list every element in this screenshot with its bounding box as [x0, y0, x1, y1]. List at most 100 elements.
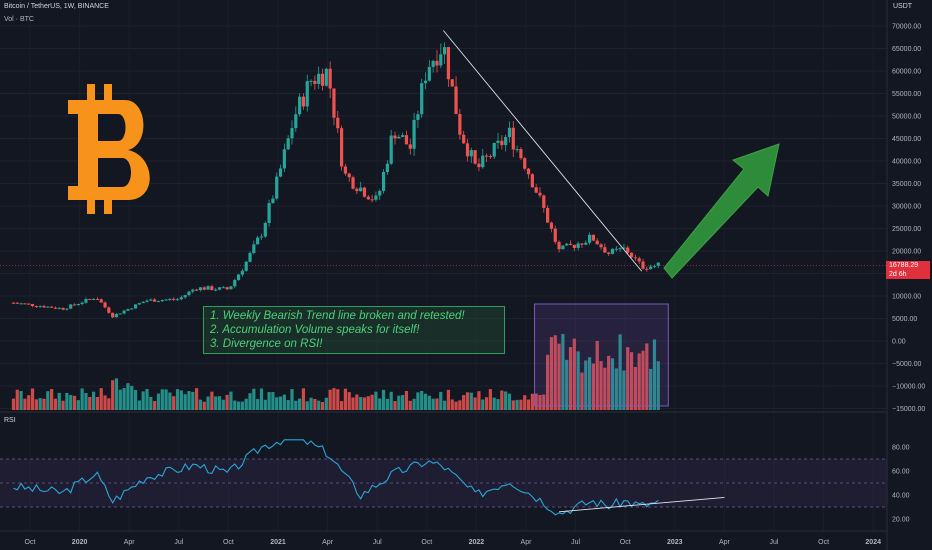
candle: [202, 287, 206, 290]
price-tick-label: 60000.00: [892, 69, 921, 76]
candle: [103, 302, 107, 308]
volume-bar: [507, 393, 512, 410]
volume-bar: [385, 398, 389, 410]
volume-bar: [549, 337, 554, 410]
volume-bar: [133, 389, 138, 410]
candle: [252, 244, 256, 254]
volume-bar: [156, 393, 161, 410]
candle: [656, 262, 660, 266]
volume-bar: [649, 368, 653, 410]
bearish-trend-line[interactable]: [442, 30, 643, 272]
volume-bar: [607, 355, 611, 410]
volume-bar: [454, 401, 458, 410]
volume-bar: [126, 383, 130, 410]
candle: [34, 306, 38, 308]
candle: [587, 234, 592, 243]
candle: [99, 299, 103, 303]
volume-bar: [336, 389, 340, 410]
last-price-badge: 16788.29 2d 6h: [886, 261, 930, 279]
candle: [164, 299, 168, 301]
candle: [130, 308, 134, 310]
candle: [397, 136, 401, 139]
price-tick-label: 25000.00: [892, 226, 921, 233]
volume-bar: [652, 339, 657, 410]
volume-bar: [179, 390, 183, 410]
candle: [469, 150, 473, 157]
volume-bar: [160, 389, 164, 410]
volume-bar: [591, 363, 596, 410]
candle: [530, 174, 534, 188]
volume-bar: [397, 395, 401, 410]
candle: [244, 261, 248, 271]
candle: [381, 172, 386, 191]
annotation-line-3: 3. Divergence on RSI!: [210, 338, 323, 350]
volume-bar: [420, 390, 424, 410]
candle: [298, 96, 302, 115]
volume-bar: [27, 395, 31, 410]
volume-bar: [195, 388, 199, 410]
candle: [561, 245, 565, 250]
rsi-line: [13, 439, 659, 516]
candle: [557, 241, 561, 250]
candle: [95, 298, 100, 300]
candle: [183, 295, 187, 298]
candle: [225, 287, 229, 290]
rsi-divergence-line[interactable]: [559, 496, 725, 513]
rsi-tick-label: 40.00: [892, 493, 910, 500]
candle: [542, 195, 546, 208]
annotation-line-1: 1. Weekly Bearish Trend line broken and …: [210, 310, 465, 322]
candle: [603, 247, 607, 253]
candle: [374, 195, 378, 200]
time-tick-label: Apr: [124, 539, 136, 546]
candle: [172, 298, 176, 300]
volume-bar: [629, 352, 634, 410]
candle: [580, 243, 584, 245]
candle: [641, 261, 645, 269]
volume-bar: [511, 400, 515, 410]
candle: [61, 307, 65, 310]
volume-bar: [565, 359, 569, 410]
volume-bar: [107, 398, 111, 410]
candle: [591, 234, 596, 241]
candle: [313, 80, 317, 85]
volume-bar: [164, 389, 168, 410]
up-arrow-icon: [663, 143, 780, 279]
candle: [72, 304, 77, 306]
candle: [50, 306, 54, 308]
volume-bar: [91, 391, 96, 410]
candle: [168, 298, 172, 300]
volume-bar: [141, 391, 145, 410]
candle: [439, 54, 443, 66]
volume-bar: [210, 391, 214, 410]
candle: [595, 240, 599, 245]
volume-bar: [427, 395, 431, 410]
candle: [481, 155, 485, 168]
time-tick-label: Jul: [571, 539, 580, 546]
candle: [88, 298, 92, 300]
volume-bars: [11, 334, 660, 410]
volume-bar: [439, 391, 443, 410]
volume-bar: [423, 393, 428, 410]
volume-bar: [206, 396, 210, 410]
annotation-box[interactable]: 1. Weekly Bearish Trend line broken and …: [203, 306, 505, 354]
candle: [191, 289, 195, 292]
volume-bar: [496, 399, 500, 410]
volume-bar: [618, 334, 622, 410]
candle: [629, 252, 634, 258]
volume-bar: [328, 389, 332, 410]
volume-bar: [172, 396, 176, 410]
annotation-line-2: 2. Accumulation Volume speaks for itself…: [210, 324, 420, 336]
volume-bar: [221, 399, 225, 410]
price-tick-label: 65000.00: [892, 46, 921, 53]
candle: [473, 150, 477, 164]
time-tick-label: 2020: [72, 539, 88, 546]
candle: [301, 96, 306, 107]
volume-bar: [301, 388, 306, 410]
volume-bar: [298, 398, 302, 410]
candle: [145, 300, 149, 302]
time-tick-label: Apr: [322, 539, 334, 546]
candle: [156, 301, 161, 303]
candle: [233, 279, 237, 287]
volume-bar: [99, 388, 103, 410]
